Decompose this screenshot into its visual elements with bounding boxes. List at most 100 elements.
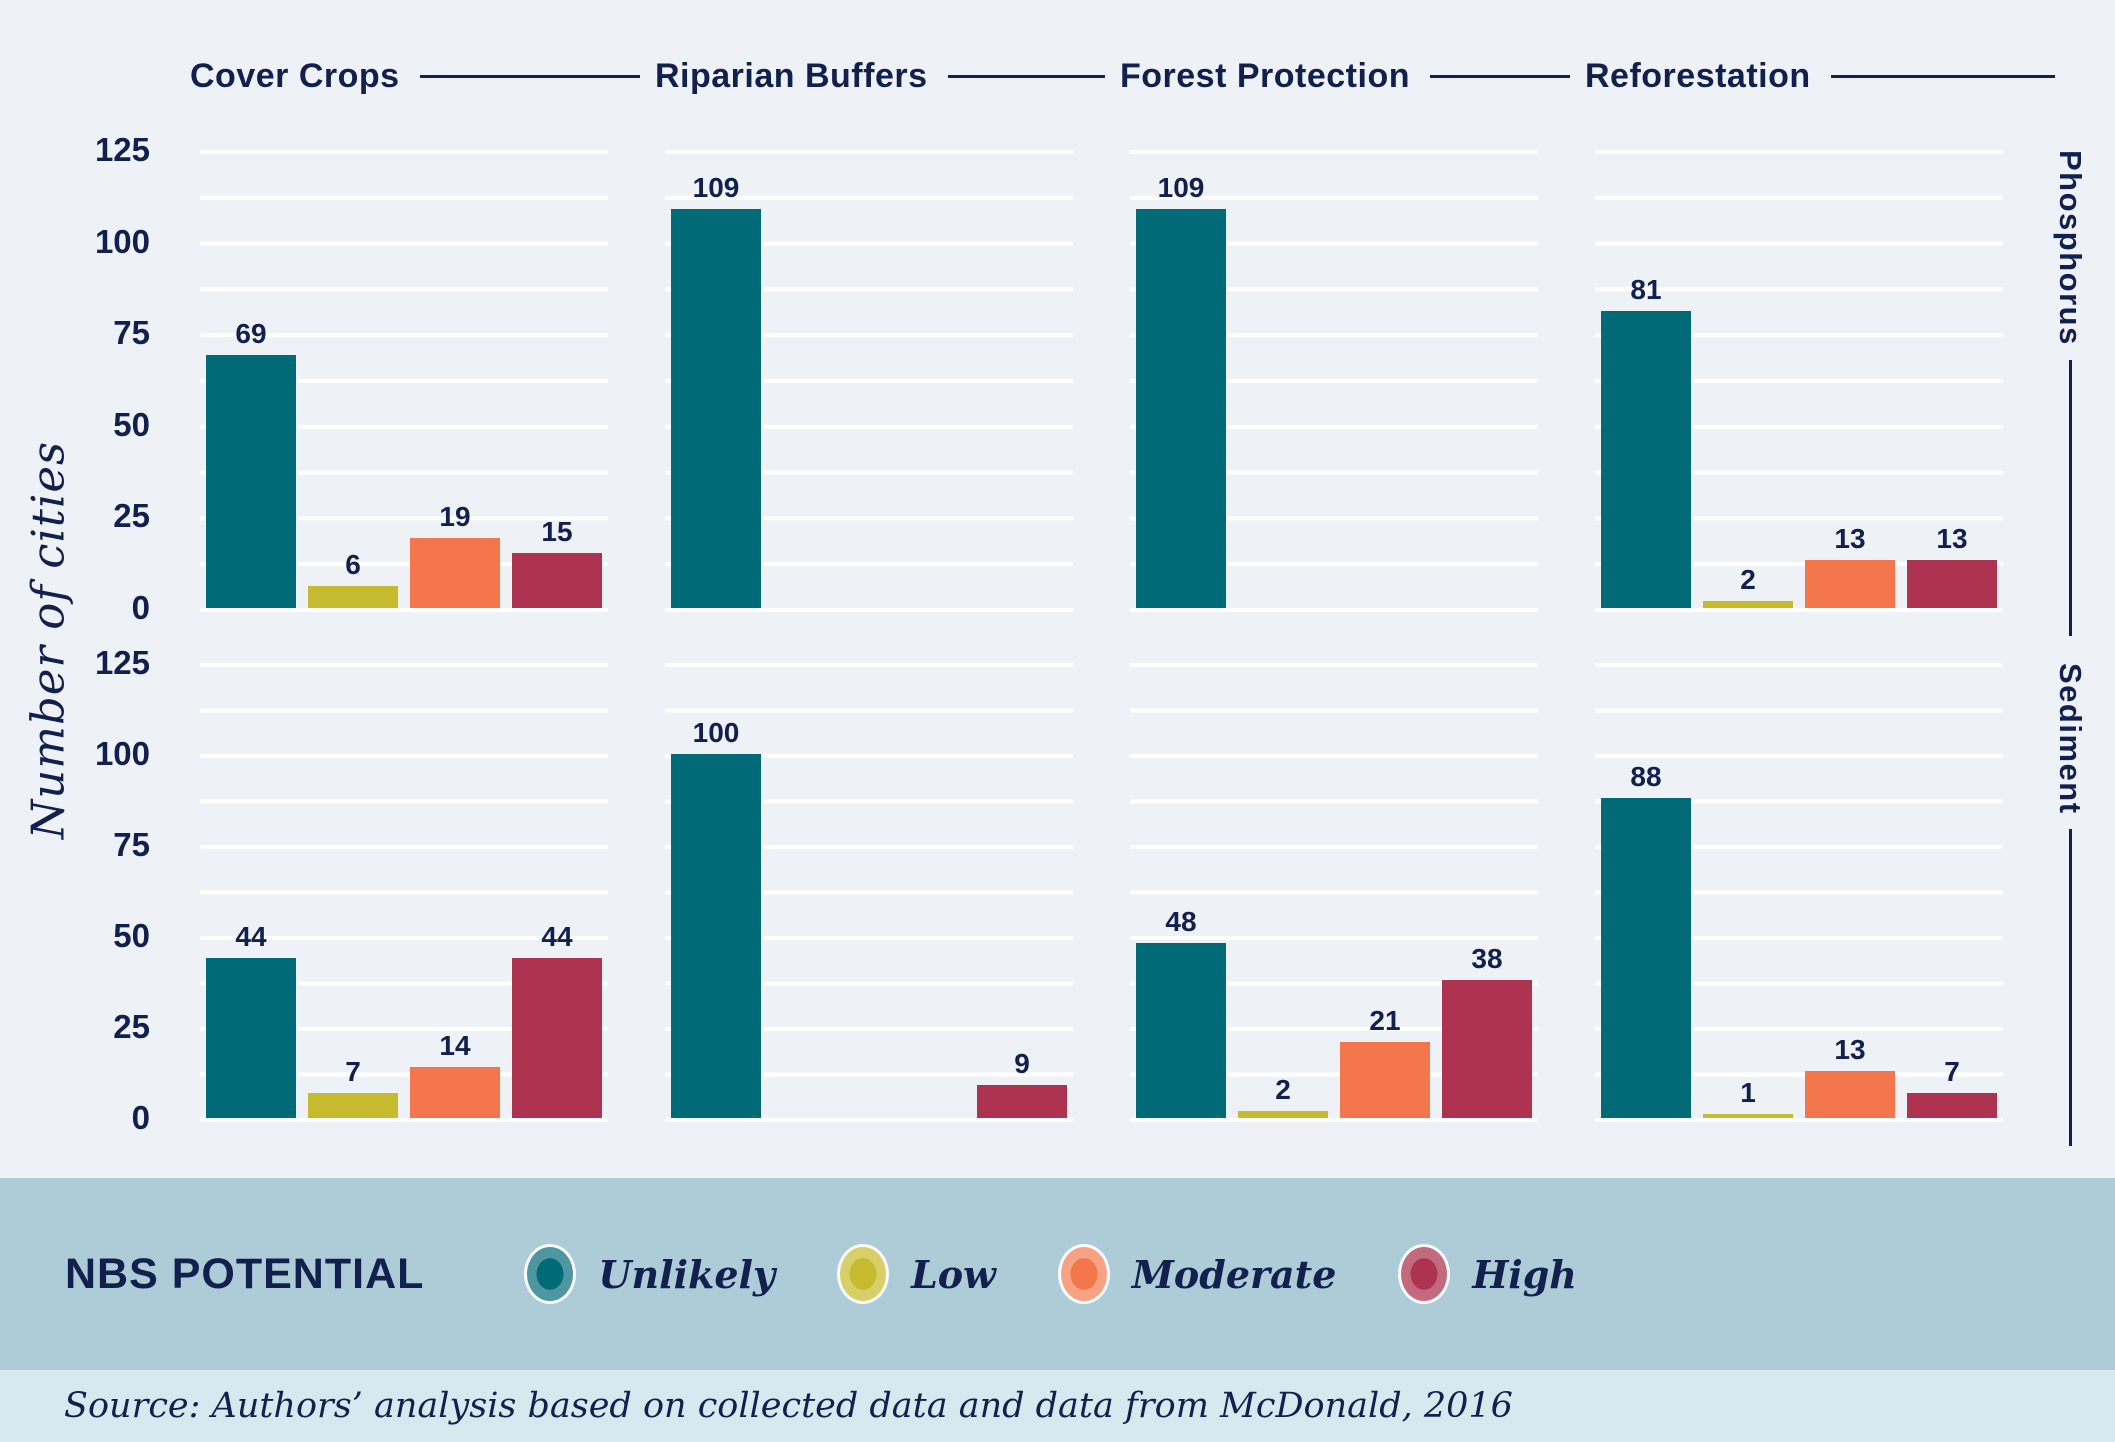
bar-unlikely [671,754,761,1118]
y-tick-label: 75 [113,314,150,352]
legend-item-moderate: Moderate [1057,1244,1337,1304]
row-facet-rule [2068,828,2072,1146]
bar-high [977,1085,1067,1118]
y-tick-label: 25 [113,1008,150,1045]
bar-slot-high [1442,150,1532,608]
bar-slots: 100 9 [671,663,1067,1118]
bar-slot-moderate [875,663,965,1118]
bar-value-label: 69 [235,318,267,350]
row-facet-text: Phosphorus [2053,150,2088,346]
legend-band: NBS POTENTIAL Unlikely Low Moderate High [0,1178,2115,1370]
bar-slot-high: 13 [1907,150,1997,608]
y-tick-label: 0 [131,1099,150,1136]
legend-dot-high [1398,1244,1451,1304]
bar-value-label: 1 [1740,1077,1756,1109]
legend-label: Low [911,1251,996,1297]
bar-low [308,586,398,608]
bar-slot-moderate: 21 [1340,663,1430,1118]
y-tick-label: 50 [113,405,150,443]
bar-slot-moderate: 13 [1805,150,1895,608]
bar-slots: 109 [671,150,1067,608]
facet-header-rule [1830,74,2055,78]
panel-phosphorus-forest-protection: 109 [1130,150,1538,612]
legend-dot-moderate [1057,1244,1110,1304]
bar-unlikely [206,355,296,608]
legend-dot-unlikely [524,1244,577,1304]
bar-value-label: 109 [692,171,740,203]
y-tick-label: 0 [131,589,150,626]
bar-unlikely [1601,797,1691,1118]
facet-header-label: Forest Protection [1120,56,1410,95]
y-axis-ticks-sediment: 0 25 50 75 100 125 [0,646,150,1135]
bar-slots: 69 6 19 15 [206,150,602,608]
row-facet-text: Sediment [2053,663,2088,815]
panel-sediment-riparian-buffers: 100 9 [665,663,1073,1122]
bar-slot-low [773,663,863,1118]
bar-value-label: 7 [345,1055,361,1087]
y-tick-label: 100 [94,735,150,772]
y-tick-label: 125 [94,131,150,168]
bar-slots: 48 2 21 38 [1136,663,1532,1118]
bar-moderate [410,538,500,608]
row-facet-label-phosphorus: Phosphorus [2030,150,2110,636]
bar-low [1238,1110,1328,1118]
bar-high [1907,560,1997,608]
bar-value-label: 100 [692,717,740,748]
bar-value-label: 48 [1165,906,1197,938]
facet-header-reforestation: Reforestation [1585,55,2055,97]
bar-moderate [1805,560,1895,608]
bar-value-label: 2 [1275,1073,1291,1105]
bar-slots: 44 7 14 44 [206,663,602,1118]
source-text: Source: Authors’ analysis based on colle… [64,1386,1513,1426]
bar-slot-high: 7 [1907,663,1997,1118]
legend-label: Unlikely [598,1251,776,1297]
facet-header-label: Cover Crops [190,56,400,95]
bar-slot-unlikely: 69 [206,150,296,608]
bar-low [308,1092,398,1118]
bar-unlikely [1136,208,1226,608]
bar-value-label: 88 [1630,760,1662,792]
bar-slot-high [977,150,1067,608]
panel-sediment-forest-protection: 48 2 21 38 [1130,663,1538,1122]
bar-unlikely [1136,943,1226,1118]
panel-sediment-reforestation: 88 1 13 7 [1595,663,2003,1122]
bar-value-label: 19 [439,501,471,533]
row-facet-label-sediment: Sediment [2030,663,2110,1146]
facet-header-label: Reforestation [1585,56,1811,95]
source-strip: Source: Authors’ analysis based on colle… [0,1370,2115,1442]
bar-value-label: 9 [1014,1048,1030,1080]
legend-label: Moderate [1131,1251,1337,1297]
bar-slots: 88 1 13 7 [1601,663,1997,1118]
bar-moderate [1805,1070,1895,1118]
legend-title: NBS POTENTIAL [65,1249,425,1298]
bar-unlikely [671,208,761,608]
bar-slot-low: 1 [1703,663,1793,1118]
bar-slot-low: 2 [1703,150,1793,608]
bar-value-label: 13 [1936,523,1968,555]
bar-high [1907,1092,1997,1118]
bar-slot-moderate [875,150,965,608]
bar-low [1703,600,1793,608]
bar-value-label: 44 [235,920,267,952]
panel-phosphorus-cover-crops: 69 6 19 15 [200,150,608,612]
legend-dot-low [837,1244,890,1304]
bar-value-label: 21 [1369,1004,1401,1036]
bar-slot-low: 7 [308,663,398,1118]
bar-high [512,553,602,608]
bar-slot-moderate: 14 [410,663,500,1118]
legend-label: High [1472,1251,1577,1297]
facet-header-cover-crops: Cover Crops [190,55,640,97]
bar-moderate [410,1067,500,1118]
bar-unlikely [1601,311,1691,608]
y-tick-label: 75 [113,826,150,863]
bar-value-label: 15 [541,516,573,548]
bar-high [512,957,602,1118]
facet-header-label: Riparian Buffers [655,56,928,95]
bar-slot-low: 6 [308,150,398,608]
facet-header-forest-protection: Forest Protection [1120,55,1570,97]
y-tick-label: 25 [113,497,150,535]
bar-value-label: 6 [345,549,361,581]
bar-slot-unlikely: 48 [1136,663,1226,1118]
y-tick-label: 125 [94,644,150,681]
